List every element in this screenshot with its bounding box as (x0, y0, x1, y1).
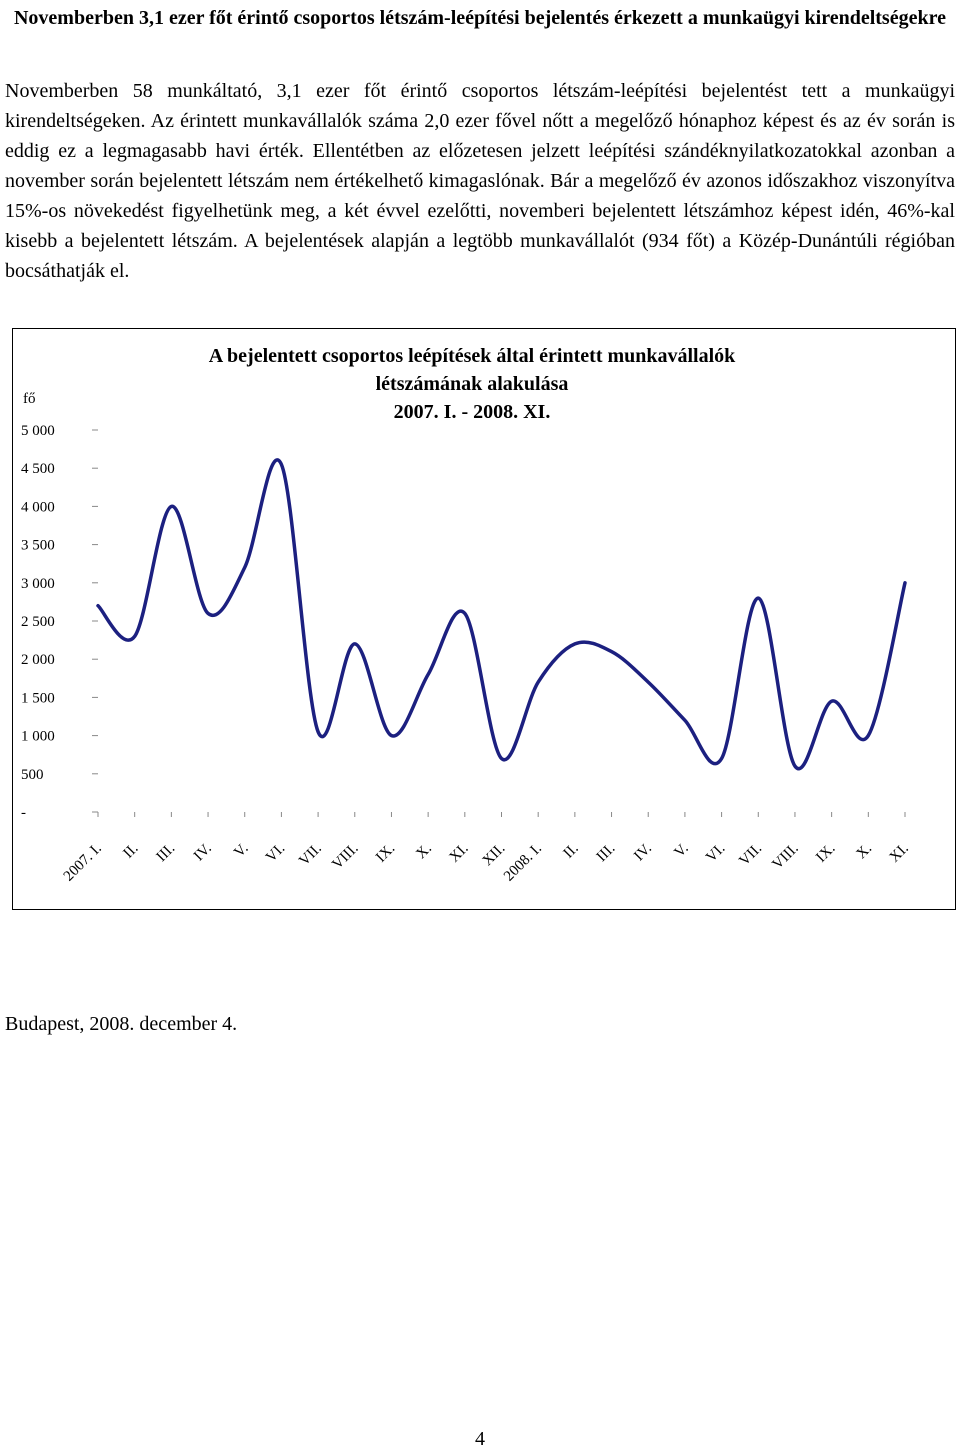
x-tick-label: 2007. I. (61, 841, 105, 885)
x-tick-label: V. (231, 841, 251, 861)
page-heading: Novemberben 3,1 ezer főt érintő csoporto… (13, 7, 946, 29)
y-tick-label: 500 (21, 767, 44, 783)
chart-title-line: létszámának alakulása (376, 373, 569, 395)
page-number: 4 (475, 1428, 485, 1450)
x-tick-label: XII. (480, 841, 509, 870)
x-tick-label: V. (671, 841, 691, 861)
y-axis-label: fő (23, 391, 36, 407)
footer-date: Budapest, 2008. december 4. (5, 1013, 238, 1035)
y-tick-label: 2 500 (21, 614, 55, 630)
x-tick-label: 2008. I. (501, 841, 545, 885)
body-paragraph: Novemberben 58 munkáltató, 3,1 ezer főt … (5, 80, 955, 282)
x-tick-label: VII. (296, 841, 325, 870)
x-tick-label: XI. (887, 841, 912, 866)
x-tick-label: VIII. (329, 841, 361, 873)
x-tick-label: IX. (373, 841, 398, 866)
x-tick-label: VI. (703, 841, 728, 866)
x-tick-label: VI. (263, 841, 288, 866)
x-tick-label: III. (154, 841, 179, 866)
y-tick-label: 3 000 (21, 576, 55, 592)
x-tick-label: IV. (631, 841, 655, 865)
series-line (96, 458, 907, 771)
x-tick-label: II. (561, 841, 582, 862)
y-tick-label: 3 500 (21, 538, 55, 554)
x-tick-label: X. (854, 841, 876, 863)
chart-title-line: A bejelentett csoportos leépítések által… (209, 345, 736, 367)
x-tick-label: IV. (191, 841, 215, 865)
y-tick-label: 4 000 (21, 499, 55, 515)
y-tick-label: 1 000 (21, 729, 55, 745)
y-tick-label: 4 500 (21, 461, 55, 477)
x-tick-label: VIII. (770, 841, 802, 873)
x-tick-label: III. (594, 841, 619, 866)
y-tick-label: - (21, 805, 26, 821)
x-tick-label: XI. (446, 841, 471, 866)
x-tick-label: IX. (813, 841, 838, 866)
y-tick-label: 5 000 (21, 423, 55, 439)
x-tick-label: X. (413, 841, 435, 863)
y-tick-label: 2 000 (21, 652, 55, 668)
x-tick-label: VII. (736, 841, 765, 870)
chart-frame: A bejelentett csoportos leépítések által… (12, 328, 956, 910)
y-tick-label: 1 500 (21, 690, 55, 706)
x-tick-label: II. (120, 841, 141, 862)
chart-title-line: 2007. I. - 2008. XI. (394, 401, 551, 423)
line-chart: A bejelentett csoportos leépítések által… (21, 345, 912, 885)
